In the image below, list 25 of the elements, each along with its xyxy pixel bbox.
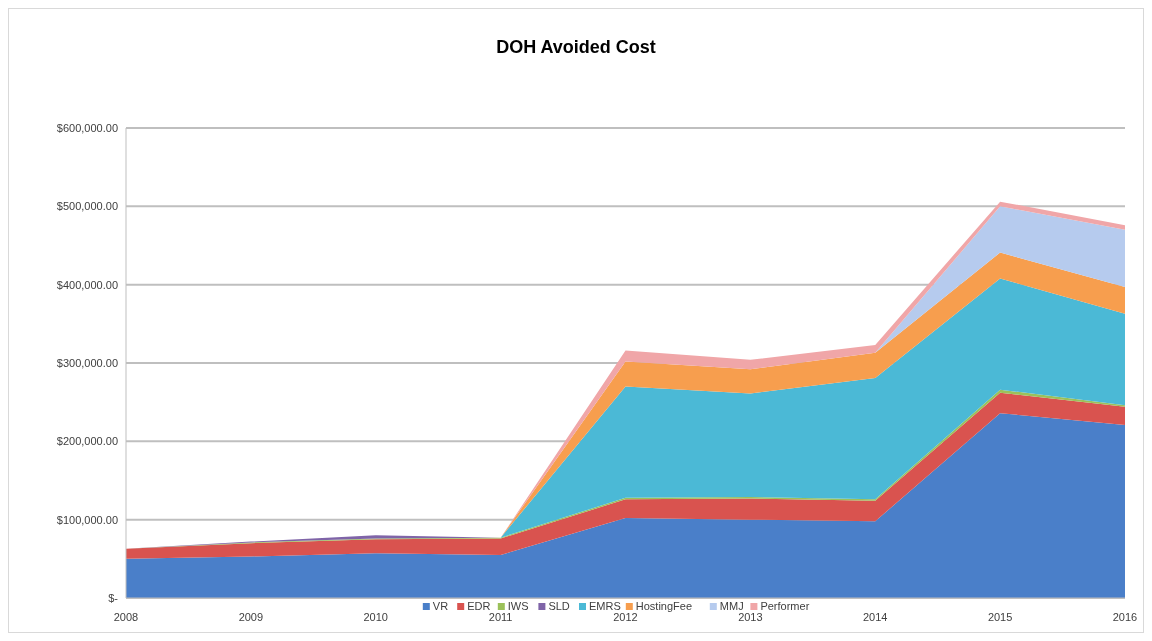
y-tick-label: $300,000.00 (56, 356, 118, 369)
legend-label: MMJ (719, 600, 744, 612)
legend-label: IWS (507, 600, 529, 612)
legend-label: SLD (548, 600, 570, 612)
legend-label: Performer (760, 600, 810, 612)
y-tick-label: $400,000.00 (56, 278, 118, 291)
legend-label: EDR (467, 600, 491, 612)
y-tick-label: $200,000.00 (56, 435, 118, 448)
y-tick-label: $500,000.00 (56, 200, 118, 213)
x-tick-label: 2010 (363, 611, 388, 623)
y-tick-label: $100,000.00 (56, 513, 118, 526)
legend-label: EMRS (589, 600, 621, 612)
legend-label: VR (432, 600, 449, 612)
x-tick-label: 2012 (613, 611, 638, 623)
x-tick-label: 2015 (987, 611, 1013, 623)
x-tick-label: 2013 (738, 611, 763, 623)
chart-title: DOH Avoided Cost (496, 37, 656, 57)
x-tick-label: 2016 (1112, 611, 1138, 623)
legend-label: HostingFee (635, 600, 693, 612)
y-tick-label: $- (108, 591, 119, 604)
x-tick-label: 2011 (488, 611, 513, 623)
x-tick-label: 2008 (113, 611, 139, 623)
x-tick-label: 2009 (238, 611, 264, 623)
x-tick-label: 2014 (863, 611, 888, 623)
y-tick-label: $600,000.00 (56, 121, 118, 134)
